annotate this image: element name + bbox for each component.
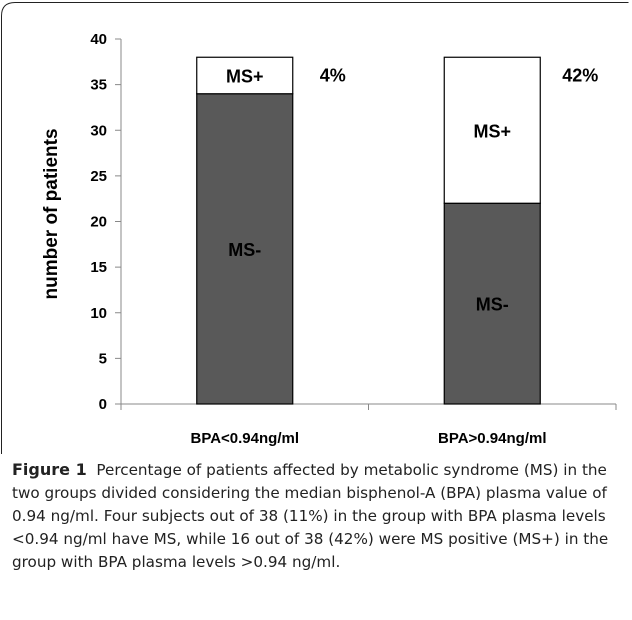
y-tick-label: 35 (90, 77, 107, 94)
bar-segment-ms-positive (443, 56, 541, 204)
figure-label: Figure 1 (12, 460, 87, 479)
y-axis-title: number of patients (41, 128, 62, 299)
labels: MS- MS+ 4% BPA<0.94ng/ml MS- MS+ 42% BPA>0.94ng… (190, 65, 598, 447)
segment-label: MS- (476, 295, 509, 315)
y-tick-label: 20 (90, 214, 107, 231)
y-tick-label: 0 (99, 396, 107, 413)
bar-segment-ms-negative (443, 202, 541, 405)
segment-label: MS- (228, 240, 261, 260)
y-tick-label: 5 (99, 350, 107, 367)
bar-segment-ms-positive (196, 56, 294, 95)
bars (196, 56, 541, 405)
figure-border (1, 2, 629, 454)
caption-text: Percentage of patients affected by metab… (12, 461, 609, 571)
percent-label: 4% (320, 65, 346, 85)
bar-segment-ms-negative (196, 93, 294, 405)
y-tick-label: 10 (90, 305, 107, 322)
percent-label: 42% (562, 65, 598, 85)
category-label: BPA>0.94ng/ml (438, 430, 547, 447)
category-label: BPA<0.94ng/ml (190, 430, 299, 447)
figure-caption: Figure 1 Percentage of patients affected… (12, 458, 620, 574)
y-tick-label: 40 (90, 31, 107, 48)
segment-label: MS+ (473, 121, 511, 141)
y-tick-label: 30 (90, 122, 107, 139)
segment-label: MS+ (226, 67, 264, 87)
y-tick-label: 25 (90, 168, 107, 185)
y-tick-label: 15 (90, 259, 107, 276)
